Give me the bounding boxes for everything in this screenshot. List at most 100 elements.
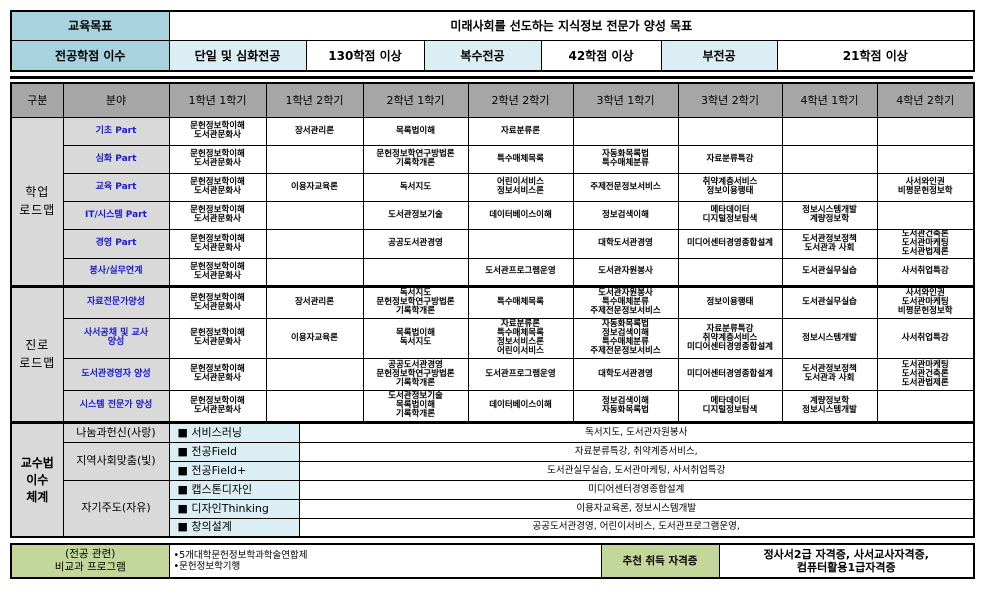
course-cell: 사서취업특강 bbox=[876, 257, 975, 287]
course-cell: 사서취업특강 bbox=[876, 317, 975, 359]
course-cell: 메타데이터 디지털정보탐색 bbox=[677, 200, 783, 230]
extracurricular-table: (전공 관련) 비교과 프로그램 •5개대학문헌정보학과학술연합제 •문헌정보학… bbox=[10, 543, 975, 579]
course-cell: 계량정보학 정보시스템개발 bbox=[781, 389, 878, 423]
pedagogy-courses: 도서관실무실습, 도서관마케팅, 사서취업특강 bbox=[298, 460, 975, 481]
course-cell: 대학도서관경영 bbox=[572, 357, 679, 391]
course-cell bbox=[572, 116, 679, 146]
pedagogy-courses: 공공도서관경영, 어린이서비스, 도서관프로그램운영, bbox=[298, 517, 975, 538]
column-header: 2학년 2학기 bbox=[467, 82, 574, 118]
course-cell: 사서와인권 비평문헌정보학 bbox=[876, 172, 975, 202]
credit-value: 21학점 이상 bbox=[776, 39, 975, 72]
pedagogy-category: 지역사회맞춤(빛) bbox=[62, 441, 170, 481]
course-cell: 자료분류특강 bbox=[677, 144, 783, 174]
certificate-list: 정사서2급 자격증, 사서교사자격증, 컴퓨터활용1급자격증 bbox=[718, 543, 975, 579]
pedagogy-category: 자기주도(자유) bbox=[62, 479, 170, 538]
course-cell: 도서관실무실습 bbox=[781, 257, 878, 287]
pedagogy-courses: 이용자교육론, 정보시스템개발 bbox=[298, 498, 975, 519]
course-cell: 정보검색이해 자동화목록법 bbox=[572, 389, 679, 423]
course-cell bbox=[362, 257, 469, 287]
column-header: 1학년 2학기 bbox=[265, 82, 364, 118]
course-cell: 특수매체목록 bbox=[467, 144, 574, 174]
course-cell: 정보시스템개발 bbox=[781, 317, 878, 359]
roadmap-row: 심화 Part 문헌정보학이해 도서관문화사 문헌정보학연구방법론 기록학개론 특수매… bbox=[11, 144, 975, 174]
course-cell: 공공도서관경영 bbox=[362, 228, 469, 259]
course-cell: 독서지도 bbox=[362, 172, 469, 202]
course-cell: 도서관실무실습 bbox=[781, 284, 878, 319]
course-cell: 문헌정보학이해 도서관문화사 bbox=[168, 116, 267, 146]
course-cell: 장서관리론 bbox=[265, 284, 364, 319]
credit-type: 단일 및 심화전공 bbox=[168, 39, 307, 72]
course-cell: 정보이용행태 bbox=[677, 284, 783, 319]
roadmap-row: 학업 로드맵 기초 Part 문헌정보학이해 도서관문화사 장서관리론 목록법이해 자료분… bbox=[10, 116, 975, 287]
roadmap-row: IT/시스템 Part 문헌정보학이해 도서관문화사 도서관정보기술 데이터베이스이해… bbox=[11, 200, 975, 230]
course-cell: 자료분류론 특수매체목록 정보서비스론 어린이서비스 bbox=[467, 317, 574, 359]
course-cell: 도서관자원봉사 bbox=[572, 257, 679, 287]
roadmap-row: 경영 Part 문헌정보학이해 도서관문화사 공공도서관경영 대학도서관경영 미디어센터… bbox=[11, 228, 975, 259]
roadmap-row: 봉사/실무연계 문헌정보학이해 도서관문화사 도서관프로그램운영 도서관자원봉사 도서관… bbox=[11, 257, 975, 287]
course-cell: 자동화목록법 특수매체분류 bbox=[572, 144, 679, 174]
course-cell bbox=[876, 116, 975, 146]
goal-value: 미래사회를 선도하는 지식정보 전문가 양성 목표 bbox=[168, 10, 975, 41]
pedagogy-row: 지역사회맞춤(빛) ■ 전공Field 자료분류특강, 취약계층서비스, bbox=[11, 441, 975, 481]
column-header: 분야 bbox=[62, 82, 170, 118]
course-cell: 취약계층서비스 정보이용행태 bbox=[677, 172, 783, 202]
goal-label: 교육목표 bbox=[10, 10, 170, 41]
course-cell: 목록법이해 독서지도 bbox=[362, 317, 469, 359]
course-cell: 문헌정보학이해 도서관문화사 bbox=[168, 200, 267, 230]
course-cell: 데이터베이스이해 bbox=[467, 389, 574, 423]
extracurricular-list: •5개대학문헌정보학과학술연합제 •문헌정보학기행 bbox=[168, 543, 601, 579]
column-header: 4학년 2학기 bbox=[876, 82, 975, 118]
column-header: 구분 bbox=[10, 82, 64, 118]
pedagogy-row: ■ 창의설계 공공도서관경영, 어린이서비스, 도서관프로그램운영, bbox=[11, 517, 975, 538]
pedagogy-method: ■ 캡스톤디자인 bbox=[168, 479, 300, 500]
field-label: 봉사/실무연계 bbox=[62, 257, 170, 287]
pedagogy-courses: 자료분류특강, 취약계층서비스, bbox=[298, 441, 975, 462]
field-label: 기초 Part bbox=[62, 116, 170, 146]
course-cell bbox=[265, 228, 364, 259]
course-cell: 자료분류론 bbox=[467, 116, 574, 146]
course-cell bbox=[781, 116, 878, 146]
roadmap-row: 교육 Part 문헌정보학이해 도서관문화사 이용자교육론 독서지도 어린이서비스 정보… bbox=[11, 172, 975, 202]
pedagogy-courses: 미디어센터경영종합설계 bbox=[298, 479, 975, 500]
pedagogy-method: ■ 디자인Thinking bbox=[168, 498, 300, 519]
column-header: 4학년 1학기 bbox=[781, 82, 878, 118]
course-cell: 이용자교육론 bbox=[265, 172, 364, 202]
divider bbox=[10, 76, 973, 79]
credit-value: 130학점 이상 bbox=[305, 39, 425, 72]
course-cell: 데이터베이스이해 bbox=[467, 200, 574, 230]
course-cell bbox=[876, 389, 975, 423]
credits-label: 전공학점 이수 bbox=[10, 39, 170, 72]
course-cell: 정보검색이해 bbox=[572, 200, 679, 230]
pedagogy-method: ■ 창의설계 bbox=[168, 517, 300, 538]
pedagogy-row: ■ 전공Field+ 도서관실무실습, 도서관마케팅, 사서취업특강 bbox=[11, 460, 975, 481]
overview-table: 교육목표 미래사회를 선도하는 지식정보 전문가 양성 목표 전공학점 이수 단… bbox=[10, 10, 976, 72]
course-cell: 문헌정보학이해 도서관문화사 bbox=[168, 257, 267, 287]
pedagogy-row: 자기주도(자유) ■ 캡스톤디자인 미디어센터경영종합설계 bbox=[11, 479, 975, 538]
course-cell bbox=[677, 116, 783, 146]
course-cell: 미디어센터경영종합설계 bbox=[677, 357, 783, 391]
course-cell: 주제전문정보서비스 bbox=[572, 172, 679, 202]
course-cell bbox=[781, 144, 878, 174]
pedagogy-method: ■ 전공Field+ bbox=[168, 460, 300, 481]
course-cell: 도서관정보정책 도서관과 사회 bbox=[781, 357, 878, 391]
course-cell: 도서관자원봉사 특수매체분류 주제전문정보서비스 bbox=[572, 284, 679, 319]
field-label: 자료전문가양성 bbox=[62, 284, 170, 319]
course-cell: 자동화목록법 정보검색이해 특수매체분류 주제전문정보서비스 bbox=[572, 317, 679, 359]
pedagogy-method: ■ 서비스러닝 bbox=[168, 422, 300, 443]
field-label: 심화 Part bbox=[62, 144, 170, 174]
extracurricular-label: (전공 관련) 비교과 프로그램 bbox=[10, 543, 170, 579]
course-cell: 문헌정보학이해 도서관문화사 bbox=[168, 389, 267, 423]
roadmap-row: 진로 로드맵 자료전문가양성 문헌정보학이해 도서관문화사 장서관리론 독서지도 문헌정… bbox=[10, 284, 975, 423]
credit-type: 부전공 bbox=[660, 39, 778, 72]
course-cell: 어린이서비스 정보서비스론 bbox=[467, 172, 574, 202]
course-cell bbox=[677, 257, 783, 287]
course-cell: 메타데이터 디지털정보탐색 bbox=[677, 389, 783, 423]
course-cell: 문헌정보학이해 도서관문화사 bbox=[168, 357, 267, 391]
field-label: IT/시스템 Part bbox=[62, 200, 170, 230]
course-cell: 도서관정보기술 목록법이해 기록학개론 bbox=[362, 389, 469, 423]
pedagogy-courses: 독서지도, 도서관자원봉사 bbox=[298, 422, 975, 443]
group-label: 진로 로드맵 bbox=[10, 284, 64, 423]
course-cell: 대학도서관경영 bbox=[572, 228, 679, 259]
course-cell: 문헌정보학연구방법론 기록학개론 bbox=[362, 144, 469, 174]
pedagogy-method: ■ 전공Field bbox=[168, 441, 300, 462]
